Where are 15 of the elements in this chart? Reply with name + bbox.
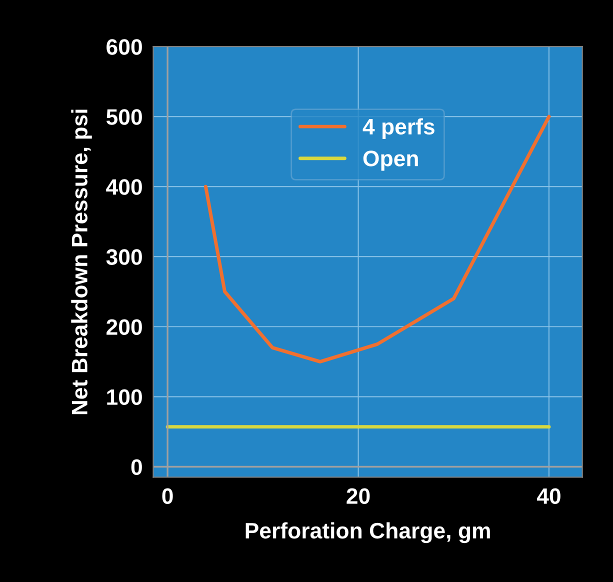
y-tick-label: 600 (106, 39, 142, 55)
legend-label: Open (363, 150, 418, 171)
y-tick-label: 100 (107, 389, 142, 405)
x-tick-label: 40 (536, 488, 560, 504)
legend-label: 4 perfs (362, 118, 434, 139)
x-tick-label: 0 (162, 488, 173, 504)
y-tick-label: 300 (106, 249, 142, 265)
y-tick-label: 0 (131, 459, 142, 476)
y-axis-title: Net Breakdown Pressure, psi (71, 110, 92, 414)
y-tick-label: 200 (106, 319, 142, 335)
x-axis-title: Perforation Charge, gm (246, 522, 490, 544)
y-tick-label: 500 (106, 109, 142, 125)
line-series (204, 114, 551, 364)
y-tick-label: 400 (106, 179, 142, 195)
x-tick-label: 20 (346, 488, 370, 504)
